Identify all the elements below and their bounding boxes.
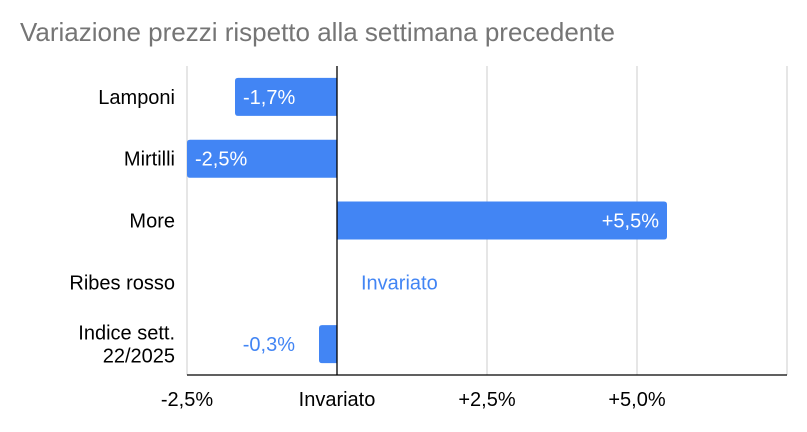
category-label: Indice sett. [78,323,175,345]
data-label: -0,3% [243,334,295,356]
labels: -2,5% Invariato +2,5% +5,0% -1,7% -2,5% +5,5% I… [69,87,665,411]
data-label: Invariato [361,272,438,294]
x-tick-label: +5,0% [608,389,665,411]
chart-title: Variazione prezzi rispetto alla settiman… [20,17,615,47]
bar [235,77,337,116]
bar [187,139,337,178]
category-label: Lamponi [98,87,175,109]
x-tick-label: Invariato [299,389,376,411]
data-label: -1,7% [243,87,295,109]
category-label: Ribes rosso [69,272,175,294]
axes [187,66,787,376]
bar [337,201,667,240]
category-label: More [129,211,175,233]
category-label: Mirtilli [124,149,175,171]
x-tick-label: -2,5% [161,389,213,411]
category-label: 22/2025 [103,346,175,368]
bar [319,325,337,364]
data-label: -2,5% [195,149,247,171]
x-tick-label: +2,5% [458,389,515,411]
bars [187,77,667,364]
data-label: +5,5% [602,211,659,233]
